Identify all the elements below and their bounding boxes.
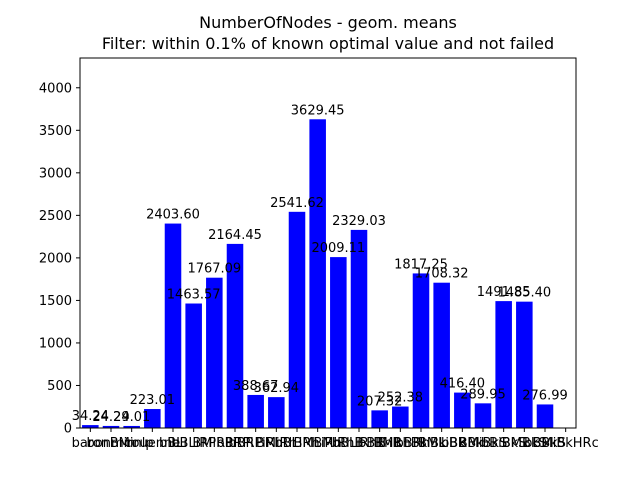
x-tick-label-8: bBRPiRh	[228, 436, 283, 451]
bar-6	[206, 277, 223, 428]
y-tick-label-5: 2500	[39, 209, 72, 224]
bar-12	[330, 257, 347, 428]
chart-title: NumberOfNodes - geom. means	[199, 13, 457, 32]
y-tick-label-3: 1500	[39, 294, 72, 309]
plot-frame	[79, 57, 577, 429]
y-tick-label-0: 0	[64, 422, 72, 437]
chart-subtitle: Filter: within 0.1% of known optimal val…	[102, 34, 554, 53]
x-tick-label-5: bBLiRP	[171, 436, 216, 451]
data-label-14: 207.32	[357, 394, 403, 409]
x-tick-label-21: BMBkS	[502, 436, 547, 451]
bar-0	[82, 425, 99, 428]
y-tick-label-7: 3500	[39, 124, 72, 139]
x-tick-label-20: bBiBkS	[481, 436, 526, 451]
x-tick-label-15: BMRhBk	[373, 436, 427, 451]
x-tick-label-9: BMiRh	[256, 436, 297, 451]
data-label-11: 3629.45	[291, 103, 345, 118]
data-label-0: 34.24	[72, 409, 109, 424]
bar-15	[392, 406, 409, 428]
x-tick-label-2: BMinlp	[110, 436, 154, 451]
y-tick-label-4: 2000	[39, 251, 72, 266]
x-tick-label-6: BMiRPi	[192, 436, 236, 451]
bar-16	[412, 273, 430, 428]
data-label-9: 362.94	[254, 381, 300, 396]
x-tick-label-16: bBRhBk	[396, 436, 447, 451]
x-tick-label-0: baron	[72, 436, 109, 451]
bar-5	[185, 303, 202, 428]
data-label-4: 2403.60	[146, 208, 200, 223]
data-label-3: 223.01	[130, 393, 176, 408]
x-tick-label-10: bBLiRh	[274, 436, 319, 451]
bar-1	[102, 425, 120, 428]
bar-4	[164, 223, 182, 428]
data-label-12: 2009.11	[311, 241, 365, 256]
x-tick-label-17: BMLiBk	[418, 436, 466, 451]
data-label-15: 252.38	[378, 391, 424, 406]
data-label-17: 1708.32	[415, 267, 469, 282]
bar-21	[516, 301, 533, 428]
data-label-16: 1817.25	[394, 257, 448, 272]
data-label-2: 24.01	[113, 410, 150, 425]
y-tick-label-1: 500	[47, 379, 72, 394]
bar-14	[371, 410, 388, 428]
data-label-19: 289.95	[460, 387, 506, 402]
bar-8	[247, 394, 264, 428]
y-axis: 0 500 1000 1500 2000 2500 3000 3500 4000	[39, 81, 80, 437]
data-label-7: 2164.45	[208, 228, 262, 243]
x-tick-label-23: BMiBkHRc	[533, 436, 599, 451]
bar-2	[123, 425, 140, 428]
x-tick-label-22: bBBkS	[524, 436, 566, 451]
data-label-6: 1767.09	[187, 262, 241, 277]
bar-19	[474, 403, 492, 428]
x-tick-label-11: BMLiRh	[294, 436, 342, 451]
x-tick-label-3: couenne	[124, 436, 180, 451]
data-label-8: 388.67	[233, 379, 279, 394]
data-label-13: 2329.03	[332, 214, 386, 229]
bar-20	[495, 301, 512, 428]
x-tick-label-1: bonmin	[87, 436, 136, 451]
data-label-22: 276.99	[522, 388, 568, 403]
x-tick-label-4: bBLi	[159, 436, 187, 451]
x-tick-label-13: bBLiRhB	[332, 436, 386, 451]
bar-17	[433, 282, 450, 428]
x-tick-label-18: bBRBk	[441, 436, 484, 451]
bar-7	[226, 243, 244, 428]
bar-18	[454, 392, 471, 428]
bar-13	[350, 229, 368, 428]
data-label-21: 1485.40	[497, 286, 551, 301]
x-tick-label-14: bBRhB	[358, 436, 401, 451]
y-tick-label-8: 4000	[39, 81, 72, 96]
data-label-18: 416.40	[440, 377, 486, 392]
data-label-5: 1463.57	[167, 288, 221, 303]
bar-10	[288, 211, 306, 428]
bar-9	[268, 397, 285, 428]
x-axis: baronbonminBMinlpcouennebBLibBLiRPBMiRPi…	[72, 428, 599, 451]
bar-11	[309, 119, 326, 429]
x-tick-label-7: bBRPi	[216, 436, 253, 451]
y-tick-label-2: 1000	[39, 336, 72, 351]
x-tick-label-19: BMiBkS	[459, 436, 507, 451]
y-tick-label-6: 3000	[39, 166, 72, 181]
bar-22	[536, 404, 554, 428]
data-label-1: 24.29	[92, 410, 129, 425]
data-label-10: 2541.62	[270, 196, 324, 211]
x-tick-label-12: BMiRhB	[313, 436, 363, 451]
bar-3	[144, 409, 161, 428]
bars-group	[82, 119, 554, 429]
data-label-20: 1491.85	[477, 285, 531, 300]
